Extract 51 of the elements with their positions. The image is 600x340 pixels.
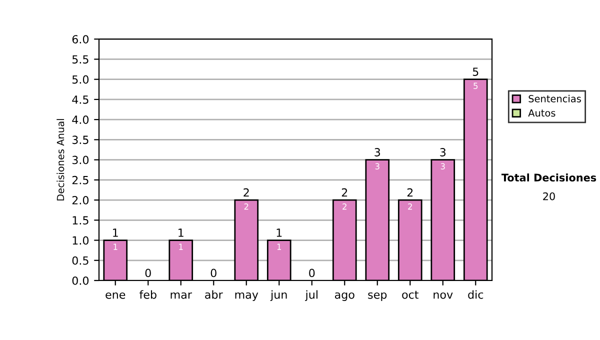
- total-label: 2: [407, 188, 413, 197]
- total-label: 1: [113, 228, 118, 237]
- data-label: 1: [114, 244, 118, 250]
- x-tick-label: feb: [139, 290, 156, 299]
- y-tick-label: 0.0: [72, 276, 89, 285]
- x-tick-label: ene: [106, 292, 126, 299]
- y-tick-label: 6.0: [72, 35, 89, 44]
- data-label: 2: [244, 203, 248, 210]
- total-label: 3: [374, 148, 380, 156]
- total-label: 5: [472, 68, 478, 76]
- data-label: 1: [277, 244, 282, 250]
- x-tick-label: ago: [334, 292, 354, 301]
- data-label: 2: [342, 203, 346, 210]
- x-tick-label: sep: [368, 292, 387, 301]
- y-tick-label: 4.0: [72, 116, 89, 124]
- text: Total Decisiones: [501, 173, 596, 182]
- x-tick-label: nov: [434, 292, 453, 299]
- x-tick-label: jun: [270, 290, 287, 301]
- x-tick-label: abr: [205, 290, 223, 299]
- y-tick-label: 4.5: [72, 96, 88, 104]
- data-label: 5: [474, 82, 478, 90]
- data-label: 3: [375, 163, 380, 170]
- x-tick-label: mar: [170, 292, 192, 299]
- total-label: 1: [276, 228, 282, 237]
- data-label: 3: [440, 163, 445, 170]
- y-tick-label: 5.5: [72, 55, 88, 64]
- y-tick-label: 1.5: [72, 216, 88, 225]
- data-label: 2: [408, 203, 412, 210]
- total-label: 0: [210, 268, 216, 278]
- x-tick-label: oct: [402, 290, 418, 299]
- total-label: 0: [145, 268, 151, 278]
- y-axis-title: Decisiones Anual: [56, 119, 64, 200]
- legend-label: Sentencias: [528, 94, 581, 102]
- total-label: 2: [342, 188, 348, 197]
- y-tick-label: 3.0: [72, 156, 89, 164]
- total-label: 1: [178, 228, 184, 237]
- total-label: 2: [244, 188, 249, 197]
- y-tick-label: 1.0: [72, 236, 89, 245]
- total-label: 0: [309, 268, 315, 278]
- x-tick-label: jul: [305, 290, 318, 301]
- y-tick-label: 0.5: [72, 256, 88, 265]
- x-tick-label: dic: [468, 290, 484, 299]
- y-tick-label: 2.0: [72, 196, 89, 204]
- x-tick-label: may: [235, 292, 258, 301]
- y-tick-label: 5.0: [72, 75, 89, 84]
- y-tick-label: 3.5: [72, 136, 88, 144]
- text: 20: [543, 192, 555, 200]
- total-label: 3: [440, 148, 446, 156]
- data-label: 1: [179, 244, 183, 250]
- y-tick-label: 2.5: [72, 176, 88, 184]
- legend-label: Autos: [528, 109, 556, 117]
